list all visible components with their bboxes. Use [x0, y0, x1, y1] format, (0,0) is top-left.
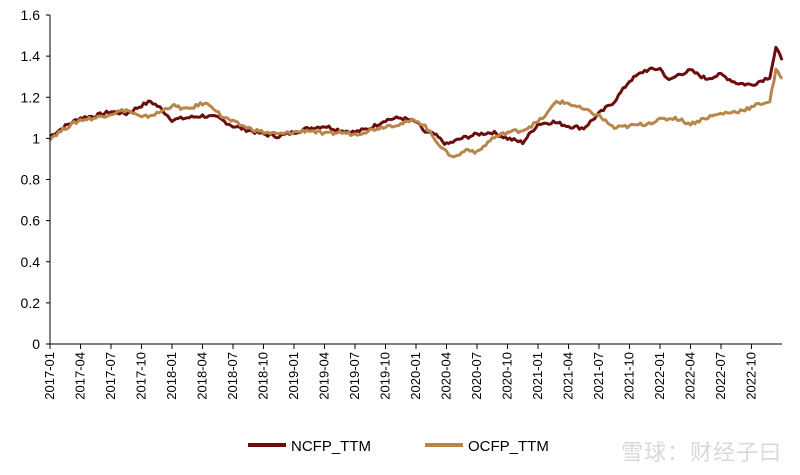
y-tick-label: 0: [32, 336, 40, 352]
x-tick-label: 2020-07: [469, 352, 484, 400]
y-tick-label: 0.4: [21, 254, 41, 270]
x-tick-label: 2022-07: [713, 352, 728, 400]
y-tick-label: 1: [32, 130, 40, 146]
x-tick-label: 2019-10: [378, 352, 393, 400]
x-tick-label: 2018-10: [256, 352, 271, 400]
x-tick-label: 2022-04: [683, 352, 698, 400]
x-tick-label: 2021-07: [591, 352, 606, 400]
series-line-ocfp-ttm: [50, 69, 782, 157]
x-tick-label: 2017-01: [42, 352, 57, 400]
y-tick-label: 1.4: [21, 48, 41, 64]
x-tick-label: 2019-04: [317, 352, 332, 400]
x-tick-label: 2018-01: [164, 352, 179, 400]
y-tick-label: 0.8: [21, 172, 41, 188]
x-tick-label: 2021-10: [622, 352, 637, 400]
legend-label-ncfp-ttm: NCFP_TTM: [291, 438, 371, 455]
x-tick-label: 2020-04: [439, 352, 454, 400]
x-tick-label: 2017-10: [134, 352, 149, 400]
x-tick-label: 2021-04: [561, 352, 576, 400]
legend-label-ocfp-ttm: OCFP_TTM: [468, 438, 549, 455]
y-tick-label: 1.2: [21, 89, 41, 105]
x-tick-label: 2019-07: [347, 352, 362, 400]
x-tick-label: 2020-01: [408, 352, 423, 400]
series-line-ncfp-ttm: [50, 47, 782, 144]
y-tick-label: 1.6: [21, 7, 41, 23]
x-tick-label: 2022-01: [652, 352, 667, 400]
x-tick-label: 2021-01: [530, 352, 545, 400]
y-tick-label: 0.2: [21, 295, 41, 311]
x-tick-label: 2018-07: [225, 352, 240, 400]
watermark-text: 雪球：财经子曰: [621, 435, 782, 467]
x-tick-label: 2019-01: [286, 352, 301, 400]
y-tick-label: 0.6: [21, 213, 41, 229]
x-tick-label: 2017-07: [103, 352, 118, 400]
x-tick-label: 2020-10: [500, 352, 515, 400]
x-tick-label: 2017-04: [73, 352, 88, 400]
x-tick-label: 2022-10: [744, 352, 759, 400]
x-tick-label: 2018-04: [195, 352, 210, 400]
